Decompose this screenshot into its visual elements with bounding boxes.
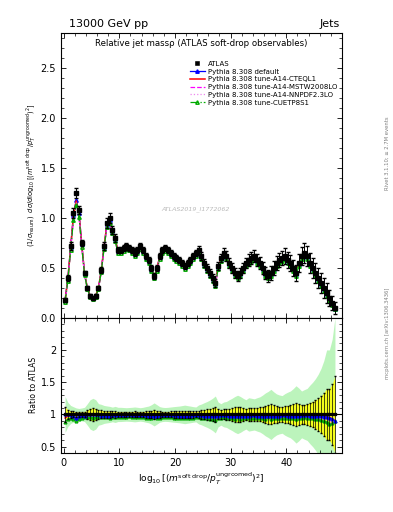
Pythia 8.308 default (272, 266, 276, 272)
Pythia 8.308 tune-A14-MSTW2008LO (216, 266, 220, 272)
Pythia 8.308 tune-A14-CTEQL1 (82, 271, 87, 277)
Pythia 8.308 tune-CUETP8S1 (235, 275, 240, 281)
Pythia 8.308 default (216, 264, 220, 270)
Pythia 8.308 tune-A14-NNPDF2.3LO (235, 275, 240, 281)
Pythia 8.308 tune-A14-CTEQL1 (74, 198, 79, 204)
Pythia 8.308 tune-A14-CTEQL1 (216, 264, 220, 270)
Pythia 8.308 tune-A14-NNPDF2.3LO (88, 294, 92, 300)
Y-axis label: $(1/\sigma_{\rm resum})$  $d\sigma/d\log_{10}[(m^{\rm soft\ drop}/p_T^{\rm ungro: $(1/\sigma_{\rm resum})$ $d\sigma/d\log_… (24, 104, 38, 247)
Line: Pythia 8.308 tune-A14-CTEQL1: Pythia 8.308 tune-A14-CTEQL1 (65, 201, 335, 309)
Pythia 8.308 default (193, 251, 198, 257)
Pythia 8.308 tune-A14-CTEQL1 (332, 306, 337, 312)
X-axis label: $\log_{10}[(m^{\rm soft\ drop}/p_T^{\rm ungroomed})^2]$: $\log_{10}[(m^{\rm soft\ drop}/p_T^{\rm … (138, 471, 265, 487)
Pythia 8.308 tune-A14-MSTW2008LO (63, 298, 68, 305)
Text: ATLAS2019_I1772062: ATLAS2019_I1772062 (162, 207, 230, 212)
Pythia 8.308 tune-A14-CTEQL1 (63, 297, 68, 304)
Pythia 8.308 tune-A14-MSTW2008LO (193, 253, 198, 259)
Pythia 8.308 tune-CUETP8S1 (88, 294, 92, 300)
Pythia 8.308 tune-CUETP8S1 (74, 202, 79, 208)
Line: Pythia 8.308 default: Pythia 8.308 default (63, 198, 337, 310)
Pythia 8.308 tune-CUETP8S1 (272, 268, 276, 274)
Pythia 8.308 tune-CUETP8S1 (63, 298, 68, 305)
Pythia 8.308 default (332, 306, 337, 312)
Pythia 8.308 tune-CUETP8S1 (193, 253, 198, 259)
Line: Pythia 8.308 tune-CUETP8S1: Pythia 8.308 tune-CUETP8S1 (63, 203, 337, 310)
Line: Pythia 8.308 tune-A14-NNPDF2.3LO: Pythia 8.308 tune-A14-NNPDF2.3LO (65, 203, 335, 309)
Pythia 8.308 tune-A14-NNPDF2.3LO (74, 200, 79, 206)
Pythia 8.308 tune-A14-NNPDF2.3LO (332, 306, 337, 312)
Pythia 8.308 tune-A14-NNPDF2.3LO (193, 252, 198, 258)
Pythia 8.308 tune-CUETP8S1 (332, 306, 337, 312)
Text: Jets: Jets (320, 19, 340, 29)
Y-axis label: Ratio to ATLAS: Ratio to ATLAS (29, 357, 38, 414)
Pythia 8.308 tune-A14-MSTW2008LO (82, 272, 87, 278)
Pythia 8.308 tune-A14-CTEQL1 (193, 251, 198, 257)
Pythia 8.308 tune-A14-NNPDF2.3LO (82, 272, 87, 278)
Pythia 8.308 default (82, 271, 87, 277)
Pythia 8.308 default (74, 197, 79, 203)
Pythia 8.308 default (63, 296, 68, 303)
Text: mcplots.cern.ch [arXiv:1306.3436]: mcplots.cern.ch [arXiv:1306.3436] (385, 287, 390, 378)
Pythia 8.308 tune-A14-NNPDF2.3LO (216, 265, 220, 271)
Pythia 8.308 tune-A14-NNPDF2.3LO (63, 298, 68, 305)
Pythia 8.308 tune-A14-CTEQL1 (88, 293, 92, 299)
Pythia 8.308 tune-A14-NNPDF2.3LO (272, 267, 276, 273)
Text: Relative jet massρ (ATLAS soft-drop observables): Relative jet massρ (ATLAS soft-drop obse… (95, 39, 308, 48)
Legend: ATLAS, Pythia 8.308 default, Pythia 8.308 tune-A14-CTEQL1, Pythia 8.308 tune-A14: ATLAS, Pythia 8.308 default, Pythia 8.30… (188, 59, 338, 107)
Pythia 8.308 tune-A14-MSTW2008LO (235, 275, 240, 281)
Pythia 8.308 tune-A14-MSTW2008LO (88, 294, 92, 300)
Pythia 8.308 default (88, 293, 92, 299)
Pythia 8.308 tune-A14-CTEQL1 (235, 274, 240, 280)
Pythia 8.308 tune-A14-MSTW2008LO (74, 201, 79, 207)
Pythia 8.308 tune-A14-MSTW2008LO (332, 306, 337, 312)
Text: 13000 GeV pp: 13000 GeV pp (69, 19, 148, 29)
Pythia 8.308 default (235, 274, 240, 280)
Pythia 8.308 tune-A14-CTEQL1 (272, 266, 276, 272)
Pythia 8.308 tune-CUETP8S1 (82, 272, 87, 278)
Pythia 8.308 tune-A14-MSTW2008LO (272, 268, 276, 274)
Pythia 8.308 tune-CUETP8S1 (216, 266, 220, 272)
Line: Pythia 8.308 tune-A14-MSTW2008LO: Pythia 8.308 tune-A14-MSTW2008LO (65, 204, 335, 309)
Text: Rivet 3.1.10; ≥ 2.7M events: Rivet 3.1.10; ≥ 2.7M events (385, 117, 390, 190)
